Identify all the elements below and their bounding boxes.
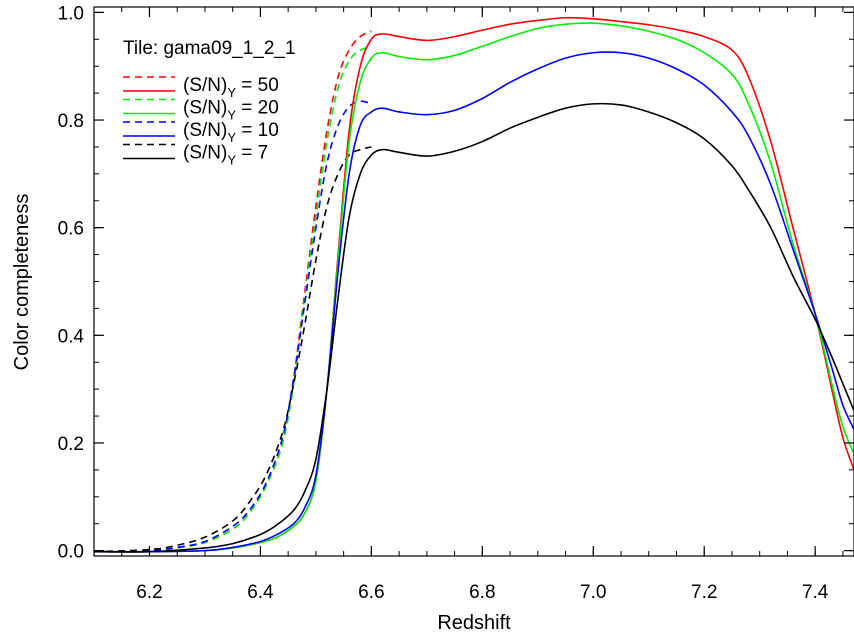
series-line-dashed-3	[94, 146, 372, 553]
plot-frame	[93, 6, 854, 557]
series-line-solid-5	[94, 22, 854, 553]
x-tick-label: 6.4	[247, 582, 274, 603]
y-tick-label: 1.0	[58, 3, 84, 24]
x-tick-label: 6.8	[469, 582, 495, 603]
legend: Tile: gama09_1_2_1 (S/N)Y = 50(S/N)Y = 2…	[123, 38, 296, 168]
y-tick-label: 0.4	[58, 326, 85, 347]
series-line-solid-7	[94, 102, 854, 553]
x-tick-label: 7.4	[802, 582, 829, 603]
legend-label: (S/N)Y = 7	[183, 143, 268, 168]
x-tick-label: 6.2	[136, 582, 162, 603]
axis-layer: 6.2 6.4 6.6 6.8 7.0 7.2 7.4 0.0 0.2 0.4 0.6 0.8 1.0	[58, 3, 854, 603]
y-tick-label: 0.2	[58, 434, 84, 455]
legend-label: (S/N)Y = 10	[183, 120, 279, 145]
legend-label: (S/N)Y = 20	[183, 98, 279, 123]
series-layer	[94, 16, 854, 553]
x-tick-label: 7.0	[580, 582, 606, 603]
series-line-dashed-1	[94, 46, 372, 553]
x-tick-label: 6.6	[358, 582, 384, 603]
y-axis-label: Color completeness	[11, 194, 33, 371]
y-tick-label: 0.6	[58, 219, 84, 240]
x-tick-label: 7.2	[691, 582, 717, 603]
series-line-solid-6	[94, 51, 854, 553]
y-tick-label: 0.8	[58, 111, 84, 132]
x-axis-label: Redshift	[437, 612, 511, 634]
series-line-dashed-2	[94, 100, 372, 553]
y-tick-label: 0.0	[58, 542, 84, 563]
legend-label: (S/N)Y = 50	[183, 75, 279, 100]
tile-annotation: Tile: gama09_1_2_1	[123, 38, 296, 59]
